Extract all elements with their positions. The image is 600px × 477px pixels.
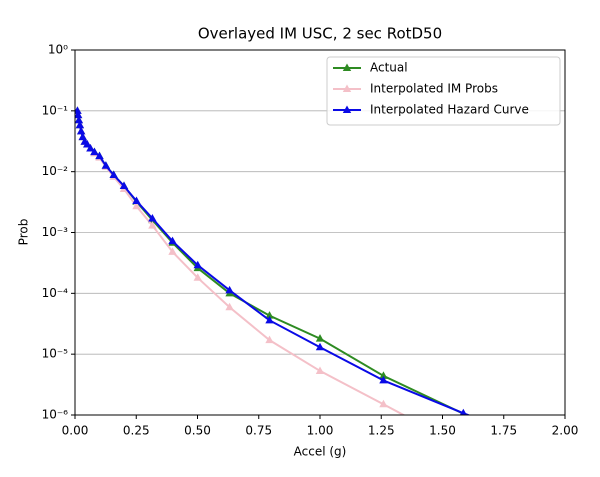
y-axis-label: Prob: [17, 219, 31, 246]
data-point: [119, 181, 129, 190]
legend-label: Interpolated Hazard Curve: [370, 103, 529, 117]
data-point: [379, 375, 388, 384]
plot-frame: [74, 49, 566, 416]
legend-label: Interpolated IM Probs: [370, 82, 498, 96]
data-point: [75, 106, 82, 114]
data-point: [132, 196, 141, 204]
data-point: [75, 115, 84, 124]
data-point: [76, 126, 86, 135]
data-point: [265, 335, 274, 344]
y-tick-label: 10⁻¹: [42, 103, 69, 117]
data-point: [225, 302, 234, 311]
series-line: [76, 110, 470, 415]
x-tick-label: 0.00: [62, 424, 89, 438]
data-point: [315, 342, 325, 351]
legend-marker: [342, 105, 352, 113]
x-tick-label: 0.50: [184, 424, 211, 438]
y-tick-label: 10⁻²: [42, 164, 69, 178]
data-point: [95, 151, 104, 160]
data-point: [315, 366, 325, 374]
y-tick-label: 10⁻⁵: [42, 347, 69, 361]
x-tick-label: 2.00: [552, 424, 579, 438]
data-point: [148, 213, 157, 222]
data-point: [193, 273, 202, 281]
legend-label: Actual: [370, 61, 408, 75]
data-point: [148, 221, 157, 229]
data-point: [459, 442, 467, 450]
legend-marker: [342, 84, 352, 92]
data-point: [132, 201, 141, 210]
data-point: [83, 139, 92, 148]
data-point: [225, 285, 234, 294]
data-point: [459, 408, 467, 415]
chart-title: Overlayed IM USC, 2 sec RotD50: [198, 25, 442, 43]
data-point: [75, 110, 83, 119]
data-point: [560, 447, 568, 455]
data-point: [101, 161, 111, 169]
plot-area: [75, 106, 568, 455]
data-point: [265, 315, 274, 324]
x-tick-label: 0.25: [123, 424, 150, 438]
data-point: [168, 236, 177, 245]
y-tick-label: 10⁻³: [42, 225, 69, 239]
data-point: [193, 260, 202, 269]
x-tick-label: 1.25: [368, 424, 395, 438]
x-tick-label: 0.75: [245, 424, 272, 438]
x-tick-label: 1.00: [307, 424, 334, 438]
x-tick-label: 1.50: [429, 424, 456, 438]
data-point: [90, 147, 99, 156]
data-point: [86, 144, 95, 152]
y-tick-label: 10⁻⁴: [42, 286, 69, 300]
x-tick-label: 1.75: [490, 424, 517, 438]
data-point: [109, 170, 118, 179]
data-point: [315, 334, 325, 342]
legend-box: [326, 56, 561, 126]
data-point: [168, 247, 177, 255]
series-line: [76, 110, 406, 415]
y-tick-label: 10⁰: [48, 43, 68, 57]
x-axis-label: Accel (g): [294, 445, 347, 459]
data-point: [379, 371, 388, 379]
legend-marker: [342, 63, 352, 71]
data-point: [560, 447, 568, 455]
series-line: [76, 110, 471, 415]
data-point: [265, 311, 274, 319]
y-tick-label: 10⁻⁶: [42, 408, 69, 422]
data-point: [379, 399, 388, 408]
data-point: [75, 120, 85, 129]
